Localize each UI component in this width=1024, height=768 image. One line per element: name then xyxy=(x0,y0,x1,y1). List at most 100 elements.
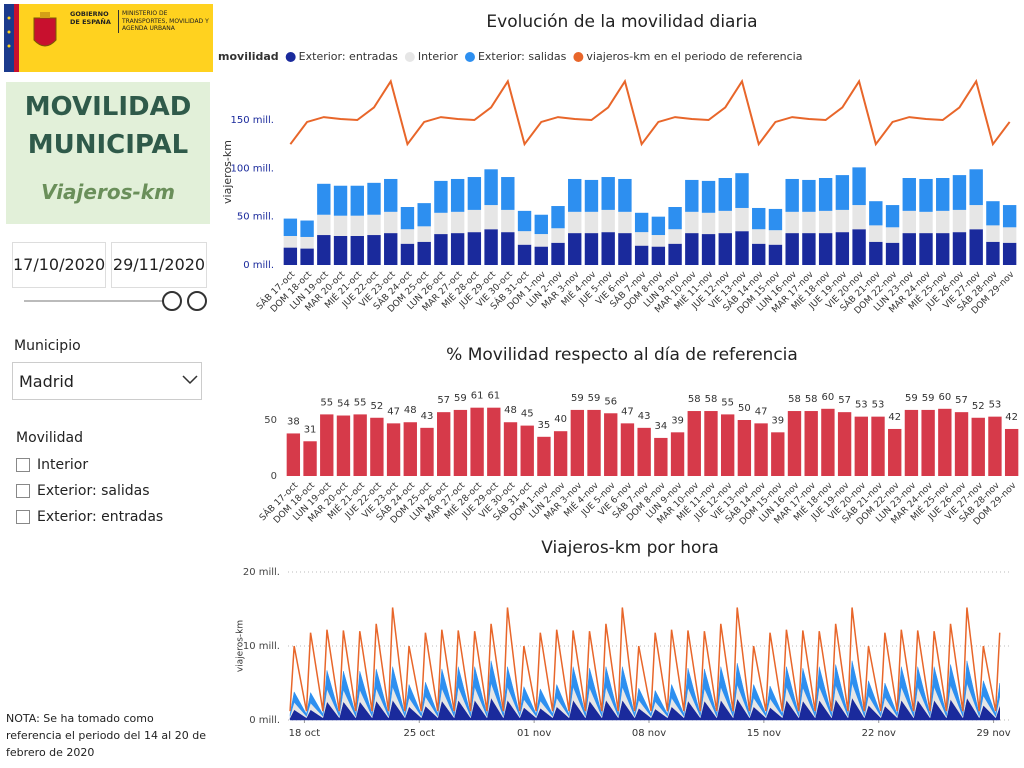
bar-segment xyxy=(718,210,732,234)
bar-segment xyxy=(484,229,498,265)
bar xyxy=(386,423,401,476)
bar-segment xyxy=(534,234,548,247)
data-label: 58 xyxy=(705,394,718,405)
bar-segment xyxy=(752,243,766,265)
data-label: 31 xyxy=(304,424,317,435)
bar xyxy=(520,425,534,476)
bar-segment xyxy=(936,233,950,265)
data-label: 52 xyxy=(972,401,985,412)
bar xyxy=(921,409,935,476)
reference-line xyxy=(289,607,1001,712)
bar-segment xyxy=(300,236,314,249)
bar-segment xyxy=(300,248,314,265)
checkbox[interactable] xyxy=(16,458,30,472)
checkbox-label[interactable]: Exterior: salidas xyxy=(37,483,150,499)
data-label: 42 xyxy=(888,412,901,423)
bar-segment xyxy=(818,233,833,265)
data-label: 47 xyxy=(387,406,400,417)
bar-segment xyxy=(283,247,298,265)
checkbox-label[interactable]: Exterior: entradas xyxy=(37,509,164,525)
bar-segment xyxy=(450,211,465,234)
bar-segment xyxy=(551,206,565,229)
data-label: 39 xyxy=(771,415,784,426)
bar-segment xyxy=(417,226,431,242)
bar-segment xyxy=(501,209,515,233)
chart-title: Viajeros-km por hora xyxy=(541,538,719,558)
movilidad-label: Movilidad xyxy=(16,430,83,446)
bar-segment xyxy=(434,212,448,235)
bar-segment xyxy=(885,205,900,228)
bar xyxy=(353,414,367,476)
bar-segment xyxy=(902,210,916,234)
bar xyxy=(904,409,919,476)
bar xyxy=(938,408,952,476)
bar-segment xyxy=(634,232,649,246)
bar-segment xyxy=(400,243,415,265)
data-label: 50 xyxy=(738,403,751,414)
data-label: 57 xyxy=(437,395,450,406)
bar xyxy=(403,422,417,476)
bar-segment xyxy=(501,232,515,265)
bar xyxy=(570,409,585,476)
bar-segment xyxy=(969,229,983,265)
bar-segment xyxy=(450,178,465,212)
bar-segment xyxy=(885,242,900,265)
data-label: 48 xyxy=(404,405,417,416)
bar-segment xyxy=(333,236,348,265)
data-label: 58 xyxy=(688,394,701,405)
bar-segment xyxy=(919,178,933,212)
bar-segment xyxy=(484,205,498,230)
date-slider[interactable] xyxy=(20,288,210,314)
y-tick-label: 150 mill. xyxy=(230,115,274,126)
bar xyxy=(821,408,835,476)
bar-segment xyxy=(517,244,532,265)
logo-emblem xyxy=(4,4,57,72)
x-tick-label: 08 nov xyxy=(632,728,666,739)
data-label: 60 xyxy=(938,392,951,403)
checkbox[interactable] xyxy=(16,510,30,524)
bar-segment xyxy=(400,207,415,230)
legend-title: movilidad xyxy=(218,50,279,63)
date-end[interactable]: 29/11/2020 xyxy=(111,242,207,288)
chart-title: % Movilidad respecto al día de referenci… xyxy=(446,345,798,365)
bar-segment xyxy=(384,211,398,234)
data-label: 59 xyxy=(454,393,467,404)
x-tick-label: 15 nov xyxy=(747,728,781,739)
bar xyxy=(787,411,802,476)
data-label: 61 xyxy=(487,391,500,402)
bar xyxy=(888,428,902,476)
bar-segment xyxy=(752,229,766,244)
legend-swatch xyxy=(404,52,415,62)
municipio-dropdown[interactable]: Madrid xyxy=(12,362,202,400)
bar-segment xyxy=(601,177,615,210)
bar-segment xyxy=(685,211,699,234)
y-tick-label: 50 xyxy=(264,415,277,426)
note: NOTA: Se ha tomado como referencia el pe… xyxy=(6,712,206,759)
y-tick-label: 10 mill. xyxy=(243,641,280,652)
bar-segment xyxy=(869,241,883,265)
bar-segment xyxy=(701,212,716,235)
bar xyxy=(837,412,852,476)
bar-segment xyxy=(835,209,850,233)
bar-segment xyxy=(869,225,883,242)
data-label: 55 xyxy=(354,397,367,408)
date-start[interactable]: 17/10/2020 xyxy=(12,242,106,288)
bar xyxy=(704,411,718,476)
bar-segment xyxy=(952,232,967,265)
data-label: 56 xyxy=(604,396,617,407)
data-label: 39 xyxy=(671,415,684,426)
bar-segment xyxy=(685,233,699,265)
checkbox[interactable] xyxy=(16,484,30,498)
chart-title: Evolución de la movilidad diaria xyxy=(486,12,757,32)
bar-segment xyxy=(434,234,448,265)
bar-segment xyxy=(467,232,482,265)
bar-segment xyxy=(785,233,799,265)
bar xyxy=(437,412,451,476)
bar-segment xyxy=(618,233,632,265)
data-label: 42 xyxy=(1005,412,1018,423)
checkbox-label[interactable]: Interior xyxy=(37,457,89,473)
bar-segment xyxy=(735,207,749,232)
bar-segment xyxy=(551,242,565,265)
bar xyxy=(670,432,685,476)
